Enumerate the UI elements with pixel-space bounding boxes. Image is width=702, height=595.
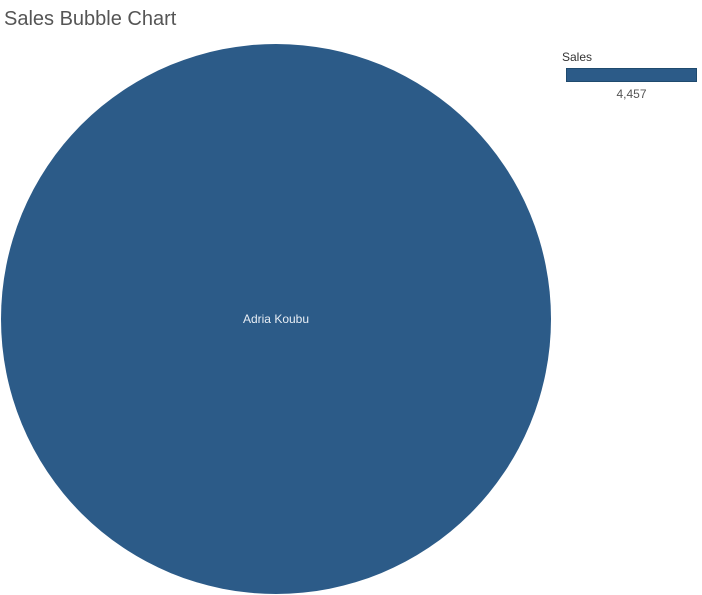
bubble[interactable] xyxy=(1,44,551,594)
chart-title: Sales Bubble Chart xyxy=(4,8,177,30)
legend-value-label: 4,457 xyxy=(616,87,647,101)
bubble-label: Adria Koubu xyxy=(243,312,309,326)
legend-title: Sales xyxy=(562,50,593,64)
size-legend: Sales 4,457 xyxy=(562,50,698,101)
bubble-group: Adria Koubu xyxy=(1,44,551,594)
legend-color-swatch xyxy=(566,68,697,82)
